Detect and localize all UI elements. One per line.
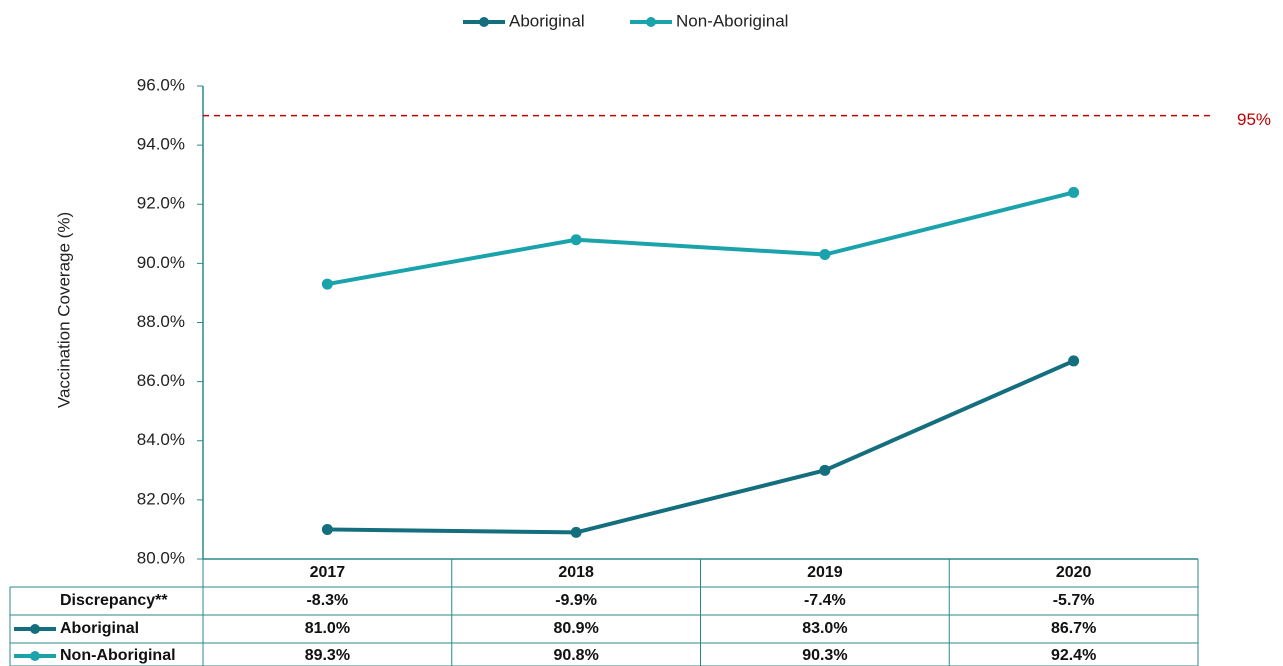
- y-tick-label: 80.0%: [137, 548, 185, 567]
- series-line: [327, 359, 1075, 535]
- table-cell: -5.7%: [1053, 592, 1095, 609]
- legend-marker: [479, 17, 489, 27]
- y-tick-label: 90.0%: [137, 253, 185, 272]
- y-tick-label: 84.0%: [137, 430, 185, 449]
- y-tick-label: 86.0%: [137, 371, 185, 390]
- data-point: [819, 249, 831, 261]
- data-point: [819, 464, 831, 476]
- table-cell: 86.7%: [1051, 620, 1096, 637]
- table-cell: 81.0%: [305, 620, 350, 637]
- data-point: [570, 526, 582, 538]
- y-axis-label: Vaccination Coverage (%): [54, 212, 73, 408]
- table-cell: 90.3%: [802, 647, 847, 664]
- data-point: [570, 234, 582, 246]
- table-cell: -9.9%: [555, 592, 597, 609]
- series-line: [327, 190, 1075, 287]
- legend-label: Aboriginal: [509, 11, 585, 30]
- row-header: Non-Aboriginal: [60, 647, 176, 664]
- table-cell: 90.8%: [553, 647, 598, 664]
- y-tick-label: 88.0%: [137, 312, 185, 331]
- row-header: Discrepancy**: [60, 592, 168, 609]
- table-cell: 83.0%: [802, 620, 847, 637]
- legend-marker: [646, 17, 656, 27]
- data-point: [1068, 355, 1080, 367]
- table-cell: 80.9%: [553, 620, 598, 637]
- x-tick-label: 2017: [310, 564, 346, 581]
- y-tick-label: 96.0%: [137, 75, 185, 94]
- y-tick-label: 82.0%: [137, 489, 185, 508]
- reference-label: 95%: [1237, 110, 1271, 129]
- table-cell: -8.3%: [306, 592, 348, 609]
- legend-marker: [30, 624, 40, 634]
- x-tick-label: 2019: [807, 564, 843, 581]
- x-tick-label: 2020: [1056, 564, 1092, 581]
- legend-label: Non-Aboriginal: [676, 11, 788, 30]
- data-point: [321, 523, 333, 535]
- y-tick-label: 94.0%: [137, 135, 185, 154]
- data-point: [321, 278, 333, 290]
- data-point: [1068, 186, 1080, 198]
- table-cell: 92.4%: [1051, 647, 1096, 664]
- legend-marker: [30, 651, 40, 661]
- table-cell: 89.3%: [305, 647, 350, 664]
- table-cell: -7.4%: [804, 592, 846, 609]
- x-tick-label: 2018: [558, 564, 594, 581]
- row-header: Aboriginal: [60, 620, 139, 637]
- y-tick-label: 92.0%: [137, 194, 185, 213]
